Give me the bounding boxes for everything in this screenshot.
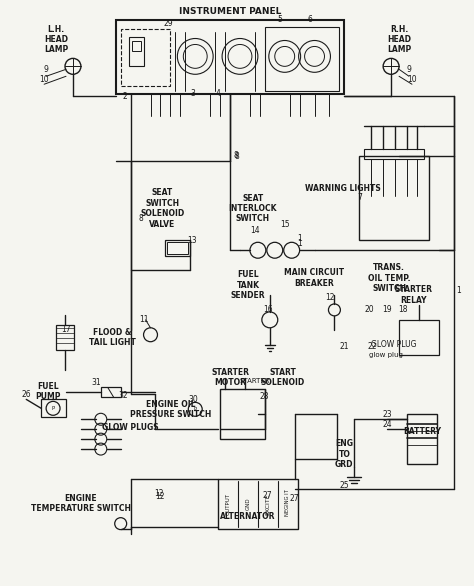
Text: BATTERY: BATTERY	[403, 427, 441, 435]
Text: 28: 28	[259, 392, 269, 401]
Text: 1: 1	[297, 239, 302, 248]
Text: EXCITE: EXCITE	[265, 493, 270, 515]
Text: 1: 1	[456, 285, 461, 295]
Bar	[407, 414, 437, 464]
Text: 8: 8	[234, 151, 238, 161]
Text: 25: 25	[339, 481, 349, 490]
Text: ENGINE
TEMPERATURE SWITCH: ENGINE TEMPERATURE SWITCH	[31, 494, 131, 513]
Text: 12: 12	[155, 492, 164, 501]
Text: 29: 29	[164, 19, 173, 28]
Text: 14: 14	[250, 226, 260, 235]
Bar	[265, 26, 339, 91]
Text: STARTER
MOTOR: STARTER MOTOR	[211, 368, 249, 387]
Bar	[116, 19, 345, 94]
Text: 10: 10	[39, 75, 49, 84]
Text: START
SOLENOID: START SOLENOID	[261, 368, 305, 387]
Text: L.H.
HEAD
LAMP: L.H. HEAD LAMP	[44, 25, 68, 54]
Bar	[167, 242, 188, 254]
Text: 27: 27	[290, 494, 300, 503]
Text: 16: 16	[263, 305, 273, 315]
Text: 24: 24	[383, 420, 392, 429]
Text: ENG
TO
GRD: ENG TO GRD	[335, 439, 354, 469]
Text: 32: 32	[119, 391, 128, 400]
Text: GLOW PLUG: GLOW PLUG	[371, 340, 417, 349]
Bar	[359, 156, 429, 240]
Text: 3: 3	[191, 88, 196, 98]
Text: GLOW PLUGS: GLOW PLUGS	[102, 423, 159, 432]
Text: 5: 5	[277, 15, 282, 24]
Text: 23: 23	[383, 410, 392, 419]
Text: FLOOD &
TAIL LIGHT: FLOOD & TAIL LIGHT	[89, 328, 136, 347]
Text: TRANS.
OIL TEMP.
SWITCH: TRANS. OIL TEMP. SWITCH	[368, 263, 410, 293]
Text: WARNING LIGHTS: WARNING LIGHTS	[304, 184, 380, 193]
Text: 4: 4	[216, 88, 220, 98]
Text: 12: 12	[325, 294, 334, 302]
Bar	[165, 240, 190, 256]
Bar	[121, 29, 170, 86]
Text: R.H.
HEAD
LAMP: R.H. HEAD LAMP	[387, 25, 411, 54]
Bar	[218, 479, 298, 529]
Text: 27: 27	[262, 491, 272, 500]
Text: 30: 30	[188, 395, 198, 404]
Bar	[56, 325, 74, 350]
Text: SEAT
INTERLOCK
SWITCH: SEAT INTERLOCK SWITCH	[228, 193, 277, 223]
Text: 18: 18	[398, 305, 408, 315]
Text: 2: 2	[122, 91, 127, 101]
Bar	[101, 387, 121, 397]
Text: 6: 6	[307, 15, 312, 24]
Text: 7: 7	[357, 193, 362, 202]
Bar	[220, 390, 265, 439]
Text: MAIN CIRCUIT
BREAKER: MAIN CIRCUIT BREAKER	[284, 268, 345, 288]
Text: 22: 22	[367, 342, 377, 351]
Text: 11: 11	[139, 315, 148, 324]
Text: 1: 1	[297, 234, 302, 243]
Text: 17: 17	[61, 325, 71, 334]
Text: 10: 10	[407, 75, 417, 84]
Text: 12: 12	[154, 489, 163, 498]
Bar	[399, 320, 439, 355]
Text: STARTER
RELAY: STARTER RELAY	[395, 285, 433, 305]
Text: INSTRUMENT PANEL: INSTRUMENT PANEL	[179, 7, 281, 16]
Bar	[41, 400, 66, 417]
Text: 15: 15	[280, 220, 290, 229]
Text: 9: 9	[44, 65, 48, 74]
Text: GND: GND	[246, 498, 250, 510]
Text: ENGINE OIL
PRESSURE SWITCH: ENGINE OIL PRESSURE SWITCH	[130, 400, 211, 419]
Text: FUEL
PUMP: FUEL PUMP	[36, 381, 61, 401]
Bar	[364, 149, 424, 159]
Text: glow plug: glow plug	[369, 352, 403, 357]
Text: STARTER: STARTER	[240, 379, 270, 384]
Text: 13: 13	[187, 236, 197, 245]
Text: P: P	[52, 406, 55, 411]
Text: ALTERNATOR: ALTERNATOR	[220, 512, 276, 521]
Text: P: P	[193, 407, 197, 412]
Bar	[132, 42, 141, 52]
Text: 19: 19	[383, 305, 392, 315]
Text: 31: 31	[91, 378, 100, 387]
Text: 9: 9	[407, 65, 411, 74]
Text: 21: 21	[339, 342, 349, 351]
Text: 8: 8	[235, 152, 239, 161]
Text: FUEL
TANK
SENDER: FUEL TANK SENDER	[231, 270, 265, 300]
Text: SEAT
SWITCH
SOLENOID
VALVE: SEAT SWITCH SOLENOID VALVE	[140, 188, 184, 229]
Text: 20: 20	[365, 305, 374, 315]
Text: 8: 8	[138, 214, 143, 223]
Text: NEGING IT: NEGING IT	[285, 489, 290, 516]
Bar	[128, 36, 144, 66]
Text: 26: 26	[21, 390, 31, 399]
Text: OUTPUT: OUTPUT	[226, 493, 230, 515]
